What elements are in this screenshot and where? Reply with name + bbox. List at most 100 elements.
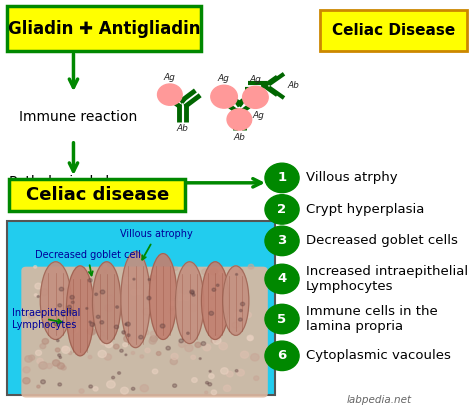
Circle shape xyxy=(265,163,299,193)
Circle shape xyxy=(55,348,60,352)
Circle shape xyxy=(166,346,170,350)
Circle shape xyxy=(227,371,233,377)
Ellipse shape xyxy=(66,266,94,356)
Circle shape xyxy=(42,339,49,344)
Circle shape xyxy=(46,364,52,369)
Circle shape xyxy=(182,332,189,337)
Circle shape xyxy=(219,272,223,275)
Circle shape xyxy=(145,348,150,353)
Circle shape xyxy=(35,283,42,289)
Circle shape xyxy=(46,324,49,326)
Circle shape xyxy=(25,356,32,362)
Circle shape xyxy=(104,270,107,273)
Circle shape xyxy=(131,387,135,390)
Circle shape xyxy=(39,362,47,369)
Circle shape xyxy=(37,296,39,297)
Circle shape xyxy=(62,314,64,316)
Circle shape xyxy=(34,265,36,268)
Circle shape xyxy=(58,383,62,386)
Circle shape xyxy=(187,332,189,335)
Circle shape xyxy=(219,342,228,350)
Text: Decreased goblet cell: Decreased goblet cell xyxy=(35,250,141,275)
Circle shape xyxy=(254,376,259,380)
Circle shape xyxy=(122,331,126,334)
Circle shape xyxy=(265,195,299,224)
Circle shape xyxy=(58,304,62,307)
Text: Pathological changes: Pathological changes xyxy=(9,175,156,189)
Circle shape xyxy=(152,369,158,374)
Circle shape xyxy=(62,346,68,351)
Circle shape xyxy=(97,317,102,321)
Circle shape xyxy=(98,351,106,357)
Circle shape xyxy=(201,342,206,346)
Circle shape xyxy=(221,368,228,374)
Circle shape xyxy=(131,351,135,354)
Circle shape xyxy=(147,297,151,300)
Ellipse shape xyxy=(201,262,229,339)
Circle shape xyxy=(56,339,59,342)
Text: Intraepithelial
Lymphocytes: Intraepithelial Lymphocytes xyxy=(12,308,80,330)
Circle shape xyxy=(265,264,299,294)
Circle shape xyxy=(240,302,245,306)
Circle shape xyxy=(73,317,81,324)
Circle shape xyxy=(169,308,176,315)
Circle shape xyxy=(98,331,104,336)
Circle shape xyxy=(203,344,211,351)
Circle shape xyxy=(104,264,107,267)
Circle shape xyxy=(140,384,148,392)
Circle shape xyxy=(176,294,184,301)
Text: Ab: Ab xyxy=(233,133,246,142)
Circle shape xyxy=(68,351,72,355)
Circle shape xyxy=(41,380,46,384)
Circle shape xyxy=(245,312,251,318)
Circle shape xyxy=(137,290,142,294)
Circle shape xyxy=(100,321,104,324)
Circle shape xyxy=(64,288,70,293)
Ellipse shape xyxy=(121,252,150,348)
Circle shape xyxy=(127,334,130,337)
Circle shape xyxy=(185,344,193,352)
Circle shape xyxy=(67,306,72,309)
Circle shape xyxy=(173,384,177,387)
Text: Ab: Ab xyxy=(176,124,189,133)
Circle shape xyxy=(69,306,76,312)
Circle shape xyxy=(88,279,92,282)
Text: labpedia.net: labpedia.net xyxy=(346,395,412,405)
Circle shape xyxy=(236,274,237,275)
Circle shape xyxy=(247,335,254,341)
Circle shape xyxy=(40,344,46,349)
Text: Cytoplasmic vacoules: Cytoplasmic vacoules xyxy=(306,349,451,362)
Circle shape xyxy=(57,363,64,369)
Circle shape xyxy=(213,337,221,344)
Circle shape xyxy=(89,327,92,329)
Circle shape xyxy=(209,374,214,378)
Circle shape xyxy=(61,366,66,370)
Circle shape xyxy=(157,84,182,105)
Text: Increased intraepithelial
Lymphocytes: Increased intraepithelial Lymphocytes xyxy=(306,265,468,293)
Circle shape xyxy=(69,309,73,313)
Circle shape xyxy=(133,278,135,280)
Circle shape xyxy=(238,318,242,321)
Circle shape xyxy=(120,349,123,352)
Circle shape xyxy=(116,306,118,308)
Circle shape xyxy=(112,376,115,379)
Circle shape xyxy=(128,300,135,306)
Circle shape xyxy=(210,297,214,299)
Circle shape xyxy=(114,325,118,329)
Circle shape xyxy=(240,351,248,358)
Circle shape xyxy=(195,342,201,348)
Circle shape xyxy=(37,385,40,388)
Circle shape xyxy=(179,276,183,280)
Circle shape xyxy=(65,295,71,300)
Circle shape xyxy=(213,335,220,341)
Circle shape xyxy=(139,335,143,339)
Circle shape xyxy=(62,346,70,353)
Circle shape xyxy=(251,354,259,361)
Circle shape xyxy=(235,370,238,372)
Circle shape xyxy=(88,355,92,359)
Circle shape xyxy=(209,371,211,372)
Circle shape xyxy=(59,287,64,291)
Circle shape xyxy=(221,323,225,326)
Circle shape xyxy=(131,290,137,295)
Circle shape xyxy=(208,383,212,386)
